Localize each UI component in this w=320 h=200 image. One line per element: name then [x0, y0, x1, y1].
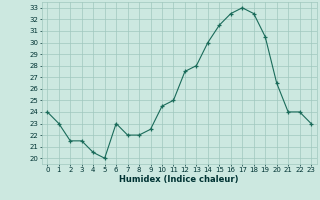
X-axis label: Humidex (Indice chaleur): Humidex (Indice chaleur): [119, 175, 239, 184]
